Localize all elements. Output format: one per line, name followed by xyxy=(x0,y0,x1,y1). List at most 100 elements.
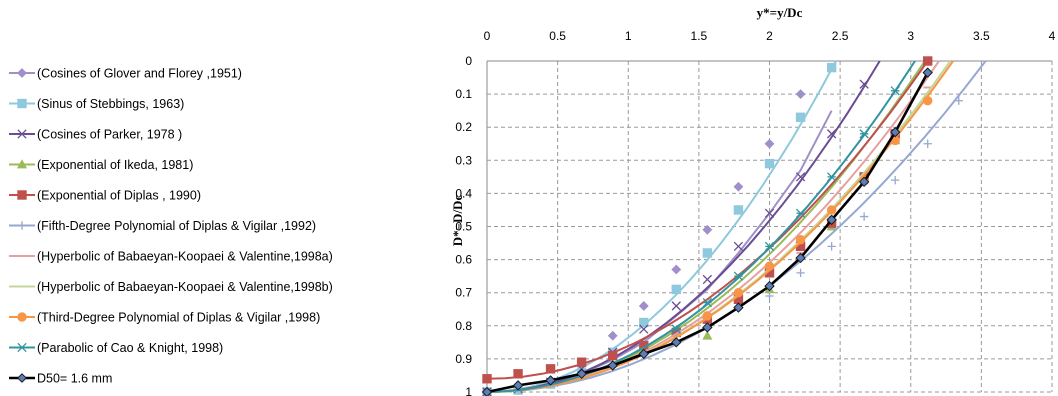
data-point xyxy=(891,175,900,185)
legend-marker xyxy=(17,98,27,109)
data-point xyxy=(702,224,713,235)
data-point xyxy=(826,62,837,73)
data-point xyxy=(733,288,744,298)
data-point xyxy=(639,317,649,328)
data-point xyxy=(764,241,775,252)
series-line xyxy=(486,110,833,393)
legend-marker xyxy=(17,312,27,322)
y-tick-label: 0.6 xyxy=(455,253,472,267)
data-point xyxy=(827,242,836,251)
data-point xyxy=(890,126,901,138)
y-tick-label: 0 xyxy=(465,54,472,68)
data-point xyxy=(733,271,744,281)
data-point xyxy=(923,139,932,148)
legend-label: (Sinus of Stebbings, 1963) xyxy=(37,97,184,111)
x-tick-label: 4 xyxy=(1049,29,1056,43)
legend-marker xyxy=(17,68,27,78)
data-point xyxy=(795,252,806,264)
data-point xyxy=(607,360,618,371)
data-point xyxy=(638,348,649,360)
data-point xyxy=(702,274,713,285)
x-tick-label: 2.5 xyxy=(832,29,849,43)
data-point xyxy=(859,79,869,89)
data-point xyxy=(639,324,649,334)
x-tick-label: 2 xyxy=(766,29,773,43)
y-tick-label: 0.4 xyxy=(455,186,472,200)
plot-area xyxy=(481,56,987,396)
data-point xyxy=(671,337,682,348)
data-point xyxy=(954,96,963,105)
data-point xyxy=(923,96,933,106)
legend-item-cosines-of-glover-and-florey-1951: (Cosines of Glover and Florey ,1951) xyxy=(9,67,242,81)
data-point xyxy=(607,330,618,341)
legend-marker xyxy=(17,373,27,383)
data-point xyxy=(795,89,806,100)
legend-label: (Third-Degree Polynomial of Diplas & Vig… xyxy=(37,311,320,325)
data-point xyxy=(482,374,492,384)
data-point xyxy=(481,386,493,396)
data-point xyxy=(764,280,775,292)
x-tick-label: 3 xyxy=(907,29,914,43)
legend-item-cosines-of-parker-1978: (Cosines of Parker, 1978 ) xyxy=(9,128,182,142)
series-line xyxy=(486,60,929,380)
y-tick-label: 1 xyxy=(465,385,472,396)
data-point xyxy=(733,302,744,313)
x-tick-label: 1.5 xyxy=(691,29,708,43)
data-point xyxy=(826,172,837,182)
data-point xyxy=(702,330,713,340)
legend-marker xyxy=(17,129,27,139)
data-point xyxy=(859,129,869,139)
data-point xyxy=(764,208,775,218)
series-line xyxy=(486,60,916,393)
data-point xyxy=(702,311,713,321)
data-point xyxy=(702,297,713,308)
data-point xyxy=(826,214,837,226)
legend-item-hyperbolic-of-babaeyan-koopaei-valentine-1998a: (Hyperbolic of Babaeyan-Koopaei & Valent… xyxy=(9,250,333,264)
x-tick-label: 3.5 xyxy=(973,29,990,43)
legend-item-exponential-of-diplas-1990: (Exponential of Diplas , 1990) xyxy=(9,189,201,203)
legend-label: (Hyperbolic of Babaeyan-Koopaei & Valent… xyxy=(37,280,333,294)
data-point xyxy=(576,368,587,380)
x-tick-labels: 0 0.5 1 1.5 2 2.5 3 3.5 4 xyxy=(484,29,1056,43)
data-point xyxy=(671,264,682,275)
data-point xyxy=(923,56,933,66)
data-point xyxy=(795,172,806,182)
data-point xyxy=(765,291,774,301)
data-point xyxy=(796,268,805,278)
y-tick-label: 0.1 xyxy=(455,87,472,101)
data-point xyxy=(764,261,775,271)
data-point xyxy=(671,284,681,295)
legend-marker xyxy=(17,342,27,353)
legend-label: (Exponential of Diplas , 1990) xyxy=(37,189,201,203)
legend-item-d50-1-6-mm: D50= 1.6 mm xyxy=(9,372,112,386)
x-tick-label: 0 xyxy=(484,29,491,43)
legend-label: (Fifth-Degree Polynomial of Diplas & Vig… xyxy=(37,219,316,233)
data-point xyxy=(545,375,556,386)
y-tick-labels: 0 0.1 0.2 0.3 0.4 0.5 0.6 0.7 0.8 0.9 1 xyxy=(455,54,472,396)
x-tick-label: 1 xyxy=(625,29,632,43)
legend-label: (Cosines of Glover and Florey ,1951) xyxy=(37,67,242,81)
data-point xyxy=(638,301,649,311)
legend-item-sinus-of-stebbings-1963: (Sinus of Stebbings, 1963) xyxy=(9,97,184,111)
y-tick-label: 0.9 xyxy=(455,352,472,366)
grid xyxy=(486,60,1053,393)
y-tick-label: 0.7 xyxy=(455,286,472,300)
data-point xyxy=(922,67,933,78)
legend-item-hyperbolic-of-babaeyan-koopaei-valentine-1998b: (Hyperbolic of Babaeyan-Koopaei & Valent… xyxy=(9,280,333,294)
data-point xyxy=(795,208,806,218)
y-axis-title: D*=D/Dc xyxy=(450,195,465,247)
data-point xyxy=(702,248,713,258)
legend-item-third-degree-polynomial-of-diplas-vigilar-1998: (Third-Degree Polynomial of Diplas & Vig… xyxy=(9,311,320,325)
y-tick-label: 0.5 xyxy=(455,220,472,234)
data-point xyxy=(859,212,869,221)
legend-item-fifth-degree-polynomial-of-diplas-vigilar-1992: (Fifth-Degree Polynomial of Diplas & Vig… xyxy=(9,219,316,233)
data-point xyxy=(545,364,556,374)
data-point xyxy=(826,129,837,139)
legend-item-parabolic-of-cao-knight-1998: (Parabolic of Cao & Knight, 1998) xyxy=(9,341,223,355)
data-point xyxy=(671,301,681,311)
data-point xyxy=(764,138,775,149)
legend-label: D50= 1.6 mm xyxy=(37,372,112,386)
legend-label: (Exponential of Ikeda, 1981) xyxy=(37,158,193,172)
data-point xyxy=(890,86,900,96)
data-point xyxy=(608,350,618,361)
